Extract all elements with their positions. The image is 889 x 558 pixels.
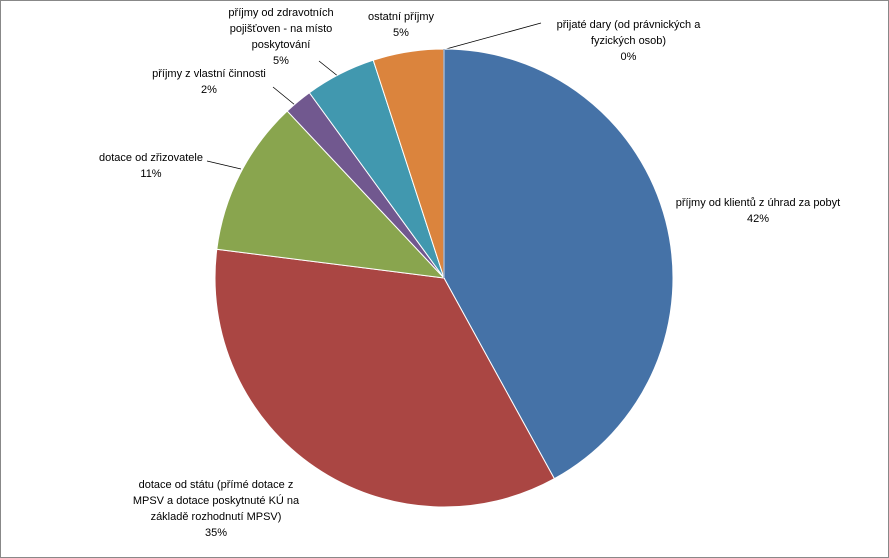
- pie-slice: [443, 48, 674, 480]
- leader-line: [206, 160, 242, 170]
- leader-line: [445, 22, 542, 50]
- pie-slice: [214, 248, 556, 508]
- label-percent: 5%: [273, 55, 289, 67]
- data-label: ostatní příjmy 5%: [351, 9, 451, 41]
- data-label: dotace od zřizovatele 11%: [76, 150, 226, 182]
- label-percent: 35%: [204, 527, 228, 539]
- pie-slice: [216, 110, 446, 279]
- label-name: ostatní příjmy: [367, 11, 435, 23]
- label-percent: 5%: [393, 27, 409, 39]
- leader-line: [272, 86, 296, 106]
- data-label: přijaté dary (od právnických a fyzických…: [536, 17, 721, 65]
- label-name: dotace od státu (přímé dotace z MPSV a d…: [132, 479, 300, 523]
- label-name: dotace od zřizovatele: [99, 152, 203, 164]
- label-percent: 2%: [201, 84, 217, 96]
- label-percent: 11%: [140, 168, 162, 180]
- data-label: příjmy od zdravotních pojišťoven - na mí…: [216, 5, 346, 69]
- leader-line: [318, 60, 340, 78]
- label-percent: 0%: [620, 51, 637, 63]
- data-label: dotace od státu (přímé dotace z MPSV a d…: [131, 477, 301, 541]
- label-percent: 42%: [746, 213, 770, 225]
- data-label: příjmy z vlastní činnosti 2%: [129, 66, 289, 98]
- label-name: příjmy z vlastní činnosti: [152, 68, 266, 80]
- data-label: příjmy od klientů z úhrad za pobyt 42%: [673, 195, 843, 227]
- label-name: příjmy od zdravotních pojišťoven - na mí…: [228, 7, 334, 51]
- label-name: příjmy od klientů z úhrad za pobyt: [675, 197, 841, 209]
- label-name: přijaté dary (od právnických a fyzických…: [556, 19, 701, 47]
